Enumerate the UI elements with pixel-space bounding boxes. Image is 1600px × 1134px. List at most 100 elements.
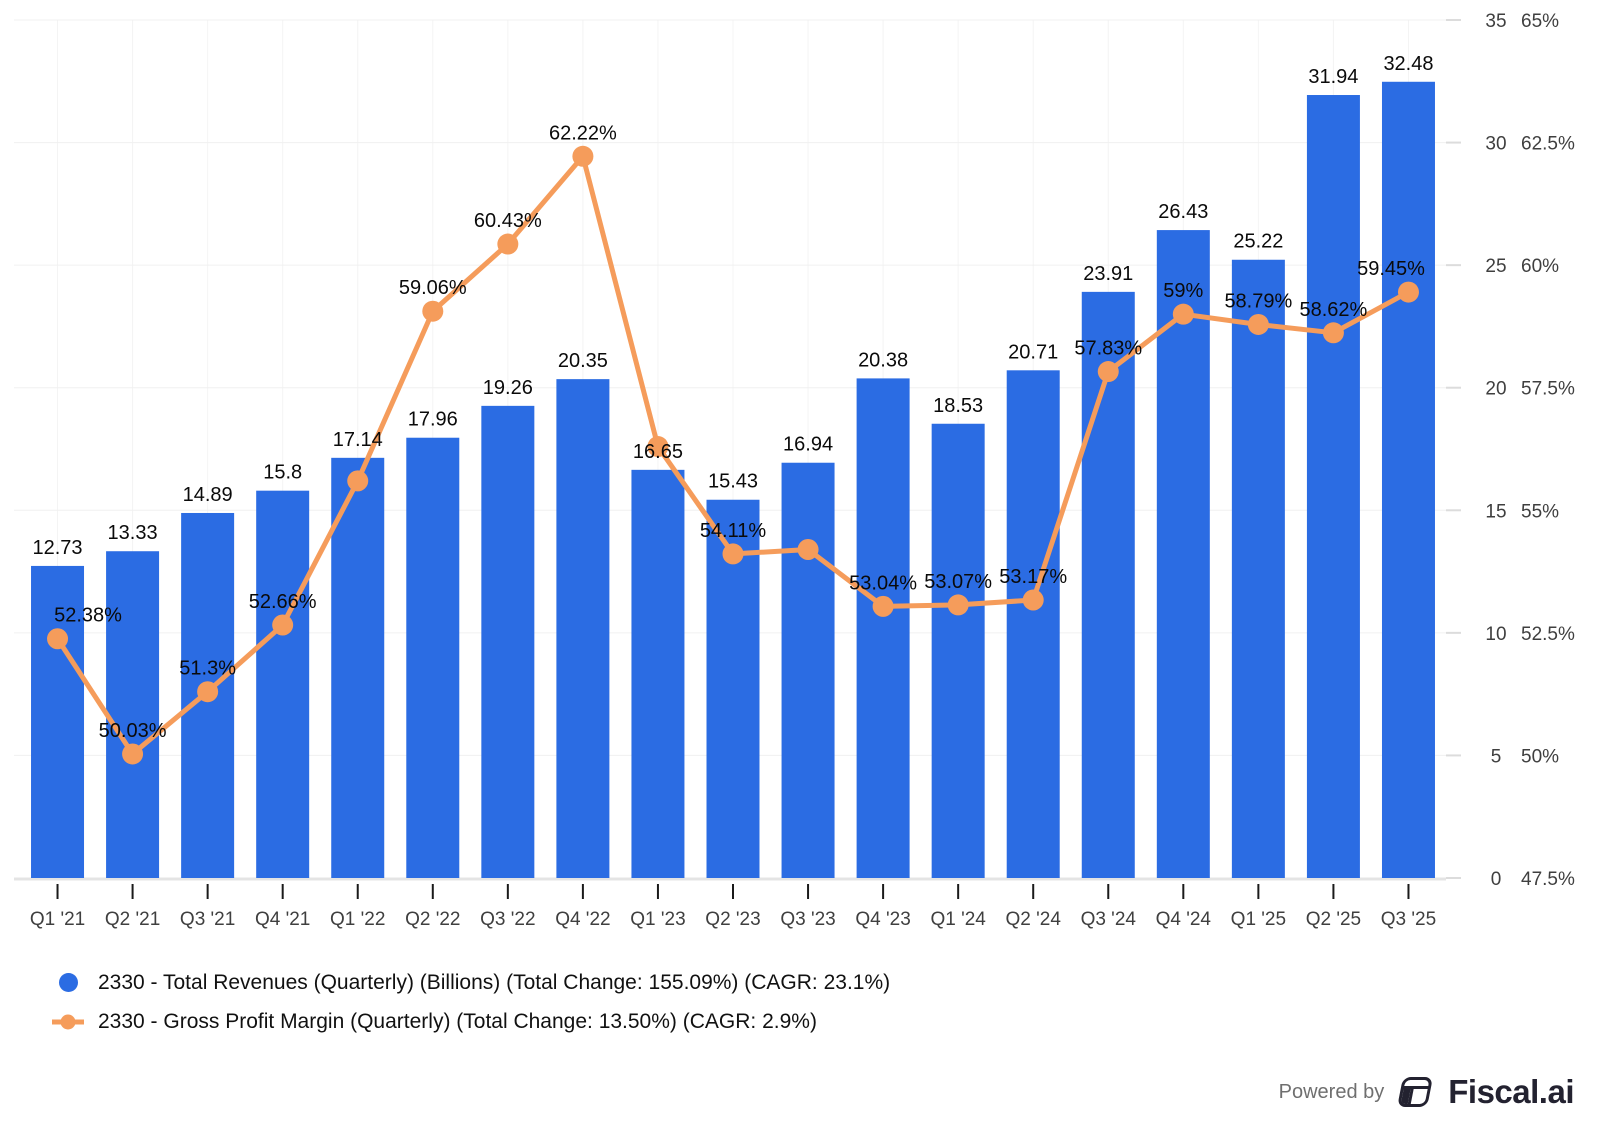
bar-value-label: 32.48 — [1383, 53, 1433, 75]
x-axis-label: Q2 '24 — [1006, 909, 1062, 930]
chart-legend: 2330 - Total Revenues (Quarterly) (Billi… — [52, 970, 890, 1034]
x-axis-label: Q3 '23 — [780, 909, 835, 930]
bar-value-label: 14.89 — [183, 484, 233, 506]
revenue-axis-label: 15 — [1485, 501, 1506, 522]
revenue-axis-label: 5 — [1491, 746, 1502, 767]
gross-margin-point[interactable] — [1247, 313, 1269, 335]
bar-value-label: 31.94 — [1308, 66, 1358, 88]
revenue-bar[interactable] — [31, 565, 85, 878]
gross-margin-point[interactable] — [272, 614, 294, 636]
revenue-bar[interactable] — [481, 405, 535, 878]
revenue-axis-label: 35 — [1485, 11, 1506, 32]
margin-value-label: 59.06% — [399, 277, 467, 299]
gross-margin-point[interactable] — [1397, 281, 1419, 303]
legend-item-total-revenues[interactable]: 2330 - Total Revenues (Quarterly) (Billi… — [52, 970, 890, 995]
revenue-bar[interactable] — [331, 457, 385, 878]
revenue-bar[interactable] — [1006, 370, 1060, 878]
percent-axis-label: 52.5% — [1521, 624, 1575, 645]
bar-value-label: 17.96 — [408, 409, 458, 431]
gross-margin-point[interactable] — [347, 470, 369, 492]
powered-by-text: Powered by — [1278, 1080, 1385, 1103]
margin-value-label: 58.79% — [1224, 290, 1292, 312]
revenue-axis-label: 10 — [1485, 624, 1506, 645]
x-axis-label: Q4 '23 — [855, 909, 910, 930]
powered-by-footer: Powered by Fiscal.ai — [1278, 1070, 1575, 1114]
gross-margin-point[interactable] — [572, 145, 594, 167]
margin-value-label: 59.45% — [1357, 258, 1425, 280]
margin-value-label: 52.38% — [54, 605, 122, 627]
revenue-bar[interactable] — [1231, 259, 1285, 878]
margin-value-label: 60.43% — [474, 210, 542, 232]
margin-value-label: 58.62% — [1299, 299, 1367, 321]
x-axis-label: Q1 '25 — [1231, 909, 1286, 930]
gross-margin-point[interactable] — [722, 543, 744, 565]
revenue-bar[interactable] — [406, 437, 460, 878]
x-axis-label: Q1 '21 — [30, 909, 85, 930]
x-axis-label: Q1 '23 — [630, 909, 685, 930]
x-axis-label: Q3 '21 — [180, 909, 235, 930]
x-axis-label: Q4 '21 — [255, 909, 310, 930]
gross-margin-point[interactable] — [1322, 322, 1344, 344]
revenue-axis-label: 0 — [1491, 869, 1502, 890]
bar-value-label: 25.22 — [1233, 231, 1283, 253]
x-axis-label: Q3 '24 — [1081, 909, 1137, 930]
bar-value-label: 16.65 — [633, 441, 683, 463]
x-axis-label: Q2 '21 — [105, 909, 160, 930]
revenue-bar[interactable] — [781, 462, 835, 878]
revenue-bar[interactable] — [1156, 230, 1210, 879]
gross-margin-point[interactable] — [947, 594, 969, 616]
margin-value-label: 51.3% — [179, 658, 236, 680]
gross-margin-point[interactable] — [797, 539, 819, 561]
gross-margin-point[interactable] — [647, 436, 669, 458]
margin-value-label: 53.04% — [849, 572, 917, 594]
margin-value-label: 53.07% — [924, 571, 992, 593]
x-axis-label: Q2 '23 — [705, 909, 760, 930]
revenue-bar[interactable] — [1081, 291, 1135, 879]
bar-value-label: 23.91 — [1083, 263, 1133, 285]
legend-item-gross-profit-margin[interactable]: 2330 - Gross Profit Margin (Quarterly) (… — [52, 1009, 890, 1034]
gross-margin-point[interactable] — [422, 300, 444, 322]
revenue-bar[interactable] — [856, 378, 910, 878]
revenue-bar[interactable] — [931, 423, 985, 878]
margin-value-label: 62.22% — [549, 122, 617, 144]
margin-value-label: 53.17% — [999, 566, 1067, 588]
bar-value-label: 20.71 — [1008, 341, 1058, 363]
legend-label-gross-profit-margin: 2330 - Gross Profit Margin (Quarterly) (… — [98, 1010, 817, 1034]
margin-value-label: 52.66% — [249, 591, 317, 613]
percent-axis-label: 50% — [1521, 746, 1559, 767]
gross-margin-point[interactable] — [1172, 303, 1194, 325]
gross-margin-point[interactable] — [1097, 361, 1119, 383]
margin-value-label: 50.03% — [99, 720, 167, 742]
fiscal-brand-wordmark[interactable]: Fiscal.ai — [1448, 1073, 1574, 1110]
bar-value-label: 18.53 — [933, 395, 983, 417]
bar-value-label: 20.35 — [558, 350, 608, 372]
revenue-bar[interactable] — [1306, 95, 1360, 878]
gross-margin-point[interactable] — [497, 233, 519, 255]
percent-axis-label: 65% — [1521, 11, 1559, 32]
gross-margin-point[interactable] — [872, 595, 894, 617]
revenue-bar[interactable] — [631, 469, 685, 878]
bar-value-label: 26.43 — [1158, 201, 1208, 223]
x-axis-label: Q3 '25 — [1381, 909, 1436, 930]
gross-margin-point[interactable] — [122, 743, 144, 765]
margin-value-label: 57.83% — [1074, 338, 1142, 360]
x-axis-label: Q1 '22 — [330, 909, 385, 930]
bar-value-label: 15.43 — [708, 471, 758, 493]
combo-chart: 35 65% 30 62.5% 25 60% 20 57.5% 15 55% 10 52.5% 5 50%… — [14, 11, 1575, 930]
margin-series-marker-icon — [52, 1014, 84, 1030]
bar-value-label: 12.73 — [32, 537, 82, 559]
x-axis-label: Q4 '24 — [1156, 909, 1212, 930]
bar-value-label: 13.33 — [108, 522, 158, 544]
revenue-bar[interactable] — [1381, 81, 1435, 878]
gross-margin-point[interactable] — [197, 681, 219, 703]
revenue-series-marker-icon — [52, 973, 84, 993]
gross-margin-point[interactable] — [47, 628, 69, 650]
gross-margin-point[interactable] — [1022, 589, 1044, 611]
revenue-bar[interactable] — [256, 490, 310, 878]
percent-axis-label: 62.5% — [1521, 134, 1575, 155]
bar-value-label: 16.94 — [783, 434, 833, 456]
revenue-bar[interactable] — [106, 551, 160, 878]
revenue-bar[interactable] — [556, 379, 610, 878]
x-axis-label: Q4 '22 — [555, 909, 610, 930]
